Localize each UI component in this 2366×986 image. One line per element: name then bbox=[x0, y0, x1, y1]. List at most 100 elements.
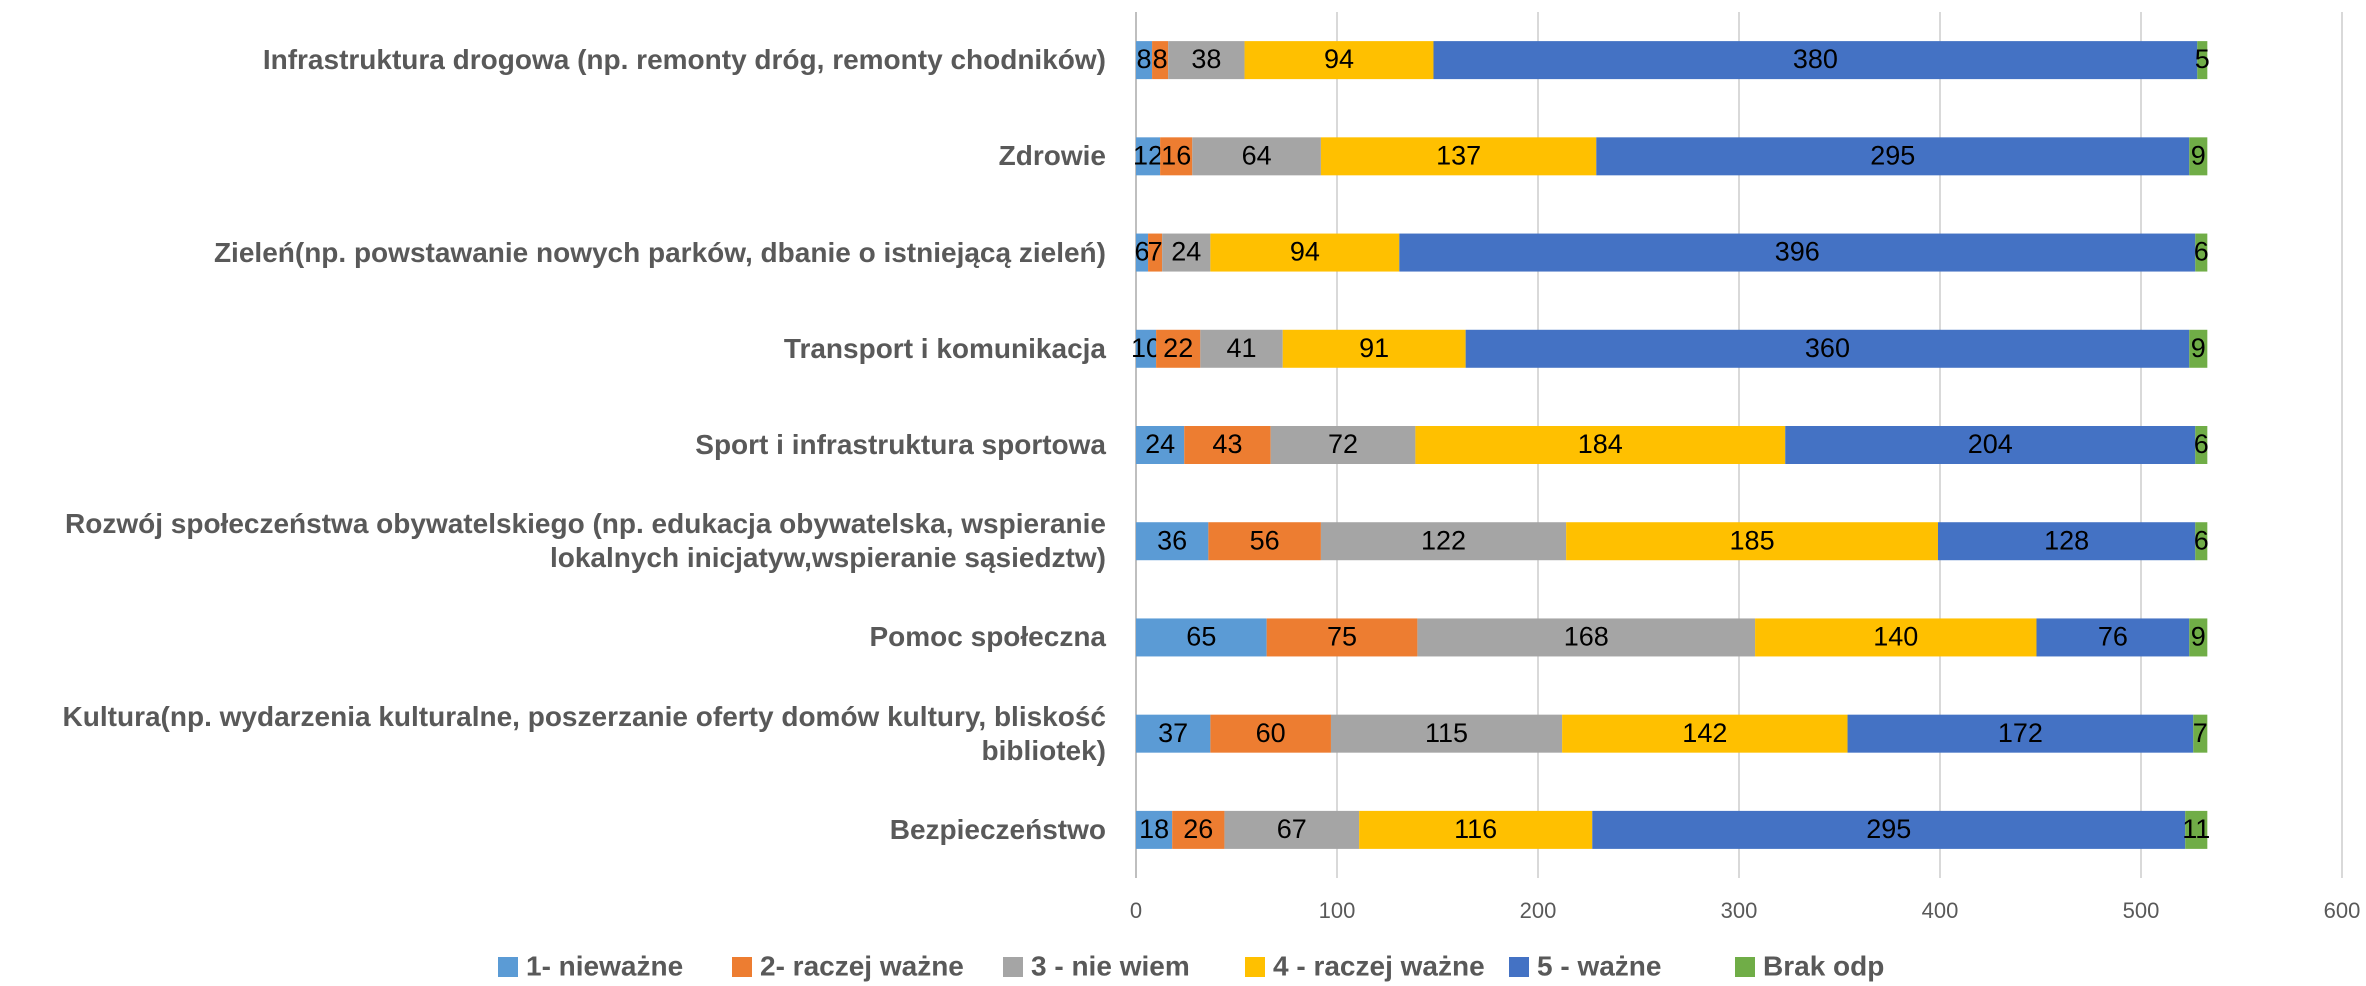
data-label: 75 bbox=[1327, 622, 1357, 652]
y-tick-label: Transport i komunikacja bbox=[783, 332, 1106, 364]
data-label: 22 bbox=[1163, 333, 1193, 363]
bar-segment bbox=[1785, 426, 2196, 464]
bar-segment bbox=[1270, 426, 1416, 464]
x-tick-label: 400 bbox=[1922, 898, 1959, 923]
legend-swatch bbox=[732, 957, 752, 977]
data-label: 172 bbox=[1998, 718, 2043, 748]
data-label: 168 bbox=[1564, 622, 1609, 652]
bar-segment bbox=[2193, 714, 2208, 753]
data-label: 295 bbox=[1866, 814, 1911, 844]
bar-segment bbox=[1415, 426, 1786, 464]
data-label: 56 bbox=[1250, 525, 1280, 555]
data-label: 7 bbox=[1148, 237, 1163, 267]
bar-segment bbox=[1136, 522, 1209, 561]
data-label: 295 bbox=[1870, 140, 1915, 170]
x-tick-label: 0 bbox=[1130, 898, 1142, 923]
data-label: 24 bbox=[1145, 429, 1175, 459]
bar-segment bbox=[1136, 714, 1211, 753]
data-label: 38 bbox=[1191, 44, 1221, 74]
bar-segment bbox=[1320, 522, 1567, 561]
bar-segment bbox=[1433, 41, 2198, 80]
data-label: 380 bbox=[1793, 44, 1838, 74]
bar-segment bbox=[1359, 810, 1593, 849]
x-tick-label: 500 bbox=[2123, 898, 2160, 923]
data-label: 137 bbox=[1436, 140, 1481, 170]
bar-segment bbox=[1136, 810, 1173, 849]
bar-segment bbox=[2195, 522, 2208, 561]
bar-segment bbox=[1136, 618, 1267, 657]
data-label: 140 bbox=[1873, 622, 1918, 652]
data-label: 43 bbox=[1212, 429, 1242, 459]
y-tick-label: Rozwój społeczeństwa obywatelskiego (np.… bbox=[65, 508, 1106, 574]
bar-segment bbox=[2197, 41, 2208, 80]
data-label: 142 bbox=[1682, 718, 1727, 748]
data-label: 396 bbox=[1775, 237, 1820, 267]
data-label: 9 bbox=[2191, 333, 2206, 363]
data-label: 64 bbox=[1242, 140, 1272, 170]
bar-segment bbox=[1320, 137, 1597, 176]
bar-segment bbox=[2185, 810, 2208, 849]
legend-swatch bbox=[1735, 957, 1755, 977]
data-label: 10 bbox=[1131, 333, 1161, 363]
bar-segment bbox=[2189, 329, 2208, 368]
data-label: 115 bbox=[1425, 718, 1468, 748]
bar-segment bbox=[1755, 618, 2037, 657]
data-label: 7 bbox=[2193, 718, 2208, 748]
bar-segment bbox=[1136, 329, 1157, 368]
data-label: 36 bbox=[1157, 525, 1187, 555]
bar-segment bbox=[1136, 233, 1149, 272]
y-tick-label: Kultura(np. wydarzenia kulturalne, posze… bbox=[62, 700, 1106, 766]
data-label: 72 bbox=[1328, 429, 1358, 459]
bar-segment bbox=[1172, 810, 1225, 849]
bar-segment bbox=[1200, 329, 1283, 368]
legend-label: 2- raczej ważne bbox=[760, 950, 964, 981]
data-label: 122 bbox=[1421, 525, 1466, 555]
x-tick-label: 100 bbox=[1319, 898, 1356, 923]
bar-segment bbox=[2036, 618, 2190, 657]
x-tick-label: 300 bbox=[1721, 898, 1758, 923]
bar-segment bbox=[1282, 329, 1466, 368]
data-label: 67 bbox=[1277, 814, 1307, 844]
data-label: 60 bbox=[1256, 718, 1286, 748]
bar-segment bbox=[2195, 426, 2208, 464]
data-label: 128 bbox=[2044, 525, 2089, 555]
bar-segment bbox=[1465, 329, 2190, 368]
bar-segment bbox=[1148, 233, 1163, 272]
data-label: 65 bbox=[1186, 622, 1216, 652]
data-label: 37 bbox=[1158, 718, 1188, 748]
bar-segment bbox=[1562, 714, 1848, 753]
data-label: 185 bbox=[1730, 525, 1775, 555]
bar-segment bbox=[1417, 618, 1756, 657]
data-label: 94 bbox=[1290, 237, 1320, 267]
data-label: 76 bbox=[2098, 622, 2128, 652]
data-label: 91 bbox=[1359, 333, 1389, 363]
bar-segment bbox=[1192, 137, 1321, 176]
data-label: 6 bbox=[2194, 429, 2209, 459]
legend-swatch bbox=[1245, 957, 1265, 977]
bar-segment bbox=[1160, 137, 1193, 176]
bar-segment bbox=[1330, 714, 1563, 753]
legend-label: 3 - nie wiem bbox=[1031, 950, 1190, 981]
data-label: 6 bbox=[2194, 525, 2209, 555]
y-tick-label: Zdrowie bbox=[998, 140, 1106, 172]
x-tick-label: 200 bbox=[1520, 898, 1557, 923]
bar-segment bbox=[2195, 233, 2208, 272]
bar-segment bbox=[1224, 810, 1360, 849]
bar-segment bbox=[2189, 618, 2208, 657]
bar-segment bbox=[1210, 714, 1331, 753]
data-label: 16 bbox=[1161, 140, 1191, 170]
y-tick-label: Infrastruktura drogowa (np. remonty dróg… bbox=[262, 44, 1106, 76]
data-label: 204 bbox=[1968, 429, 2013, 459]
bar-segment bbox=[1399, 233, 2196, 272]
bar-segment bbox=[1596, 137, 2190, 176]
bar-segment bbox=[1592, 810, 2186, 849]
data-label: 116 bbox=[1454, 814, 1497, 844]
data-label: 94 bbox=[1324, 44, 1354, 74]
legend-label: Brak odp bbox=[1763, 950, 1884, 981]
data-label: 6 bbox=[2194, 237, 2209, 267]
data-label: 12 bbox=[1133, 140, 1163, 170]
bar-segment bbox=[1136, 426, 1185, 464]
legend-swatch bbox=[1003, 957, 1023, 977]
